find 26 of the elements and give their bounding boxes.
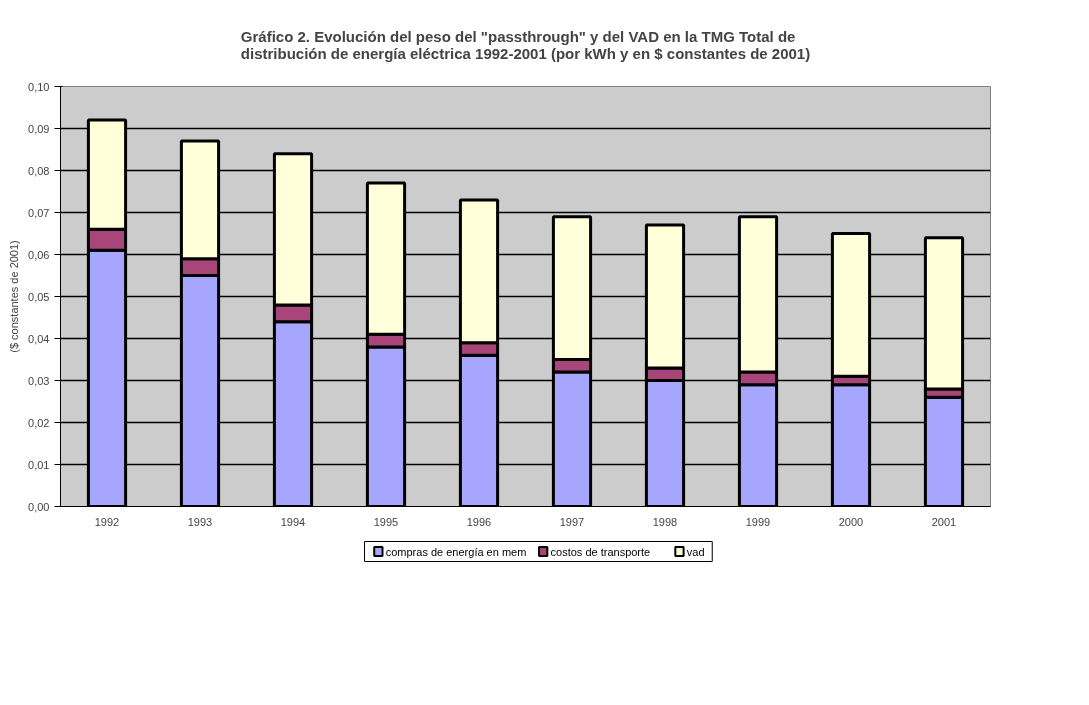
y-tick-label: 0,06 [28,248,50,261]
y-tick-label: 0,05 [28,290,50,303]
y-tick-label: 0,08 [28,164,50,177]
x-tick-label: 1997 [559,515,585,528]
legend-label: vad [686,545,705,558]
x-tick-label: 1995 [373,515,399,528]
y-tick-label: 0,03 [28,374,50,387]
x-tick-label: 1999 [745,515,771,528]
x-tick-label: 1992 [94,515,120,528]
y-tick-label: 0,10 [28,80,50,93]
chart-title: Gráfico 2. Evolución del peso del "passthrough" y del VAD en la TMG Total de distribución de energía eléctrica 1992-2001 (por kWh y en $ constantes de 2001) [240,27,811,62]
x-tick-label: 1996 [466,515,492,528]
y-tick-label: 0,02 [28,416,50,429]
x-tick-label: 2000 [838,515,864,528]
y-tick-label: 0,01 [28,458,50,471]
y-tick-label: 0,00 [28,500,50,513]
y-axis-title: ($ constantes de 2001) [8,240,21,353]
y-tick-label: 0,09 [28,122,50,135]
y-tick-label: 0,04 [28,332,50,345]
legend-label: costos de transporte [550,545,651,558]
x-tick-label: 1994 [280,515,306,528]
legend-label: compras de energía en mem [385,545,527,558]
x-tick-label: 2001 [931,515,957,528]
x-tick-label: 1993 [187,515,213,528]
x-tick-label: 1998 [652,515,678,528]
y-tick-label: 0,07 [28,206,50,219]
